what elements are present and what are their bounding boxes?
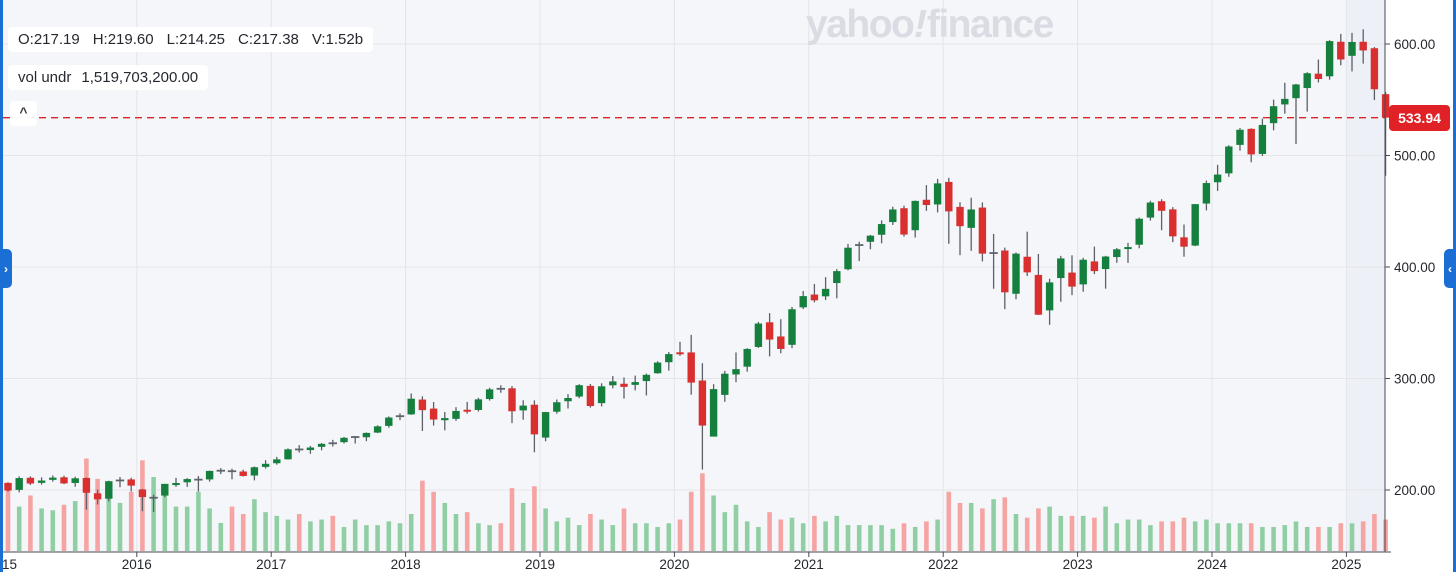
svg-text:600.00: 600.00 (1394, 37, 1435, 52)
svg-text:2023: 2023 (1063, 557, 1093, 572)
chevron-right-icon: › (4, 261, 8, 276)
svg-text:500.00: 500.00 (1394, 148, 1435, 163)
svg-text:2025: 2025 (1331, 557, 1361, 572)
last-price-tag: 533.94 (1389, 104, 1450, 131)
svg-text:200.00: 200.00 (1394, 483, 1435, 498)
svg-text:400.00: 400.00 (1394, 260, 1435, 275)
svg-text:2020: 2020 (659, 557, 689, 572)
svg-text:2024: 2024 (1197, 557, 1228, 572)
svg-text:300.00: 300.00 (1394, 371, 1435, 386)
pan-right-button[interactable]: ‹ (1444, 249, 1456, 288)
legend-high: H:219.60 (92, 31, 154, 48)
vol-underlay-label: vol undr (18, 69, 72, 86)
svg-text:2017: 2017 (256, 557, 286, 572)
watermark-yahoo: yahoo (806, 3, 915, 46)
svg-text:15: 15 (2, 557, 17, 572)
svg-text:2021: 2021 (794, 557, 824, 572)
legend-low: L:214.25 (166, 31, 225, 48)
collapse-legend-button[interactable]: ^ (10, 101, 37, 126)
chevron-left-icon: ‹ (1448, 261, 1452, 276)
svg-text:2018: 2018 (391, 557, 421, 572)
watermark-finance: finance (926, 3, 1055, 46)
candles-layer (4, 29, 1390, 512)
yahoo-finance-watermark: yahoo!finance (806, 3, 1055, 47)
vol-underlay-value: 1,519,703,200.00 (81, 69, 199, 86)
svg-text:2022: 2022 (928, 557, 958, 572)
svg-text:2019: 2019 (525, 557, 555, 572)
grid-layer (3, 0, 1385, 552)
plot-background (3, 0, 1385, 552)
ohlc-legend: O:217.19 H:219.60 L:214.25 C:217.38 V:1.… (8, 27, 374, 52)
legend-volume: V:1.52b (311, 31, 364, 48)
volume-underlay-legend: vol undr 1,519,703,200.00 (8, 65, 209, 90)
legend-close: C:217.38 (238, 31, 299, 48)
svg-text:2016: 2016 (122, 557, 152, 572)
legend-open: O:217.19 (18, 31, 80, 48)
pan-left-button[interactable]: › (0, 249, 12, 288)
